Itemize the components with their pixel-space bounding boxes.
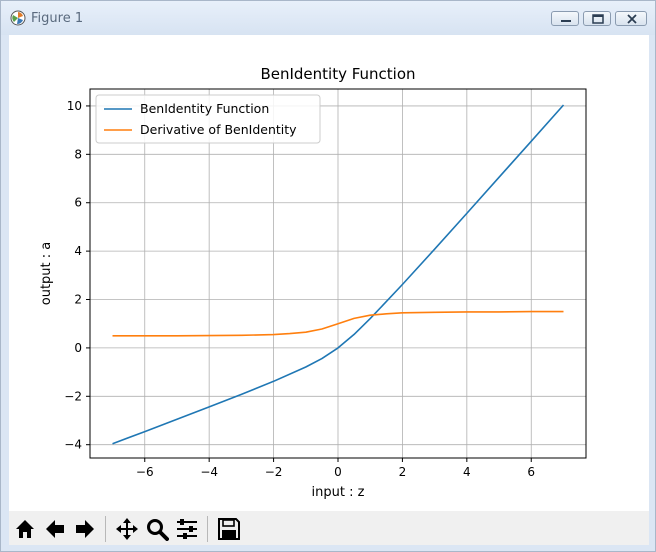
maximize-icon	[592, 14, 604, 24]
maximize-button[interactable]	[583, 11, 611, 26]
x-tick-label: −4	[200, 465, 218, 479]
series-line	[112, 104, 565, 445]
legend-label: BenIdentity Function	[140, 101, 269, 116]
navigation-toolbar	[9, 511, 649, 545]
grid	[90, 89, 586, 458]
legend: BenIdentity Function Derivative of BenIde…	[95, 94, 321, 144]
back-button[interactable]	[41, 515, 69, 543]
matplotlib-icon	[10, 10, 26, 26]
pan-button[interactable]	[113, 515, 141, 543]
y-tick-label: 0	[74, 341, 82, 355]
y-axis-label: output : a	[39, 242, 54, 306]
title-bar[interactable]: Figure 1	[1, 1, 655, 35]
x-tick-label: 6	[527, 465, 535, 479]
home-icon	[16, 520, 34, 538]
forward-arrow-icon	[76, 520, 94, 538]
toolbar-separator	[207, 516, 208, 542]
zoom-button[interactable]	[143, 515, 171, 543]
minimize-button[interactable]	[551, 11, 579, 26]
y-tick-label: −2	[64, 389, 82, 403]
x-axis-label: input : z	[312, 485, 365, 500]
configure-subplots-button[interactable]	[173, 515, 201, 543]
series-line	[112, 310, 564, 337]
ticks: −6 −4 −2 0 2 4 6 −4 −2 0 2 4 6 8 10	[64, 99, 535, 479]
y-tick-label: 8	[74, 147, 82, 161]
pan-icon	[116, 518, 138, 540]
x-tick-label: 0	[334, 465, 342, 479]
chart: −6 −4 −2 0 2 4 6 −4 −2 0 2 4 6 8 10 BenIdentity Functi…	[39, 65, 587, 500]
plot-lines	[112, 104, 565, 445]
legend-label: Derivative of BenIdentity	[140, 122, 297, 137]
close-button[interactable]	[615, 11, 647, 26]
close-icon	[627, 14, 637, 24]
minimize-icon	[561, 20, 571, 22]
y-tick-label: −4	[64, 438, 82, 452]
save-button[interactable]	[215, 515, 243, 543]
forward-button[interactable]	[71, 515, 99, 543]
save-icon	[218, 518, 240, 540]
legend-box	[95, 94, 321, 144]
configure-subplots-icon	[177, 519, 197, 539]
window-title: Figure 1	[31, 11, 84, 26]
x-tick-label: 4	[463, 465, 471, 479]
y-tick-label: 6	[74, 196, 82, 210]
chart-title: BenIdentity Function	[260, 65, 415, 83]
x-tick-label: −2	[265, 465, 283, 479]
back-arrow-icon	[46, 520, 64, 538]
home-button[interactable]	[11, 515, 39, 543]
y-tick-label: 2	[74, 293, 82, 307]
toolbar-separator	[105, 516, 106, 542]
y-tick-label: 4	[74, 244, 82, 258]
y-tick-label: 10	[67, 99, 82, 113]
zoom-icon	[147, 519, 169, 541]
figure-canvas[interactable]: −6 −4 −2 0 2 4 6 −4 −2 0 2 4 6 8 10 BenIdentity Functi…	[9, 35, 649, 511]
x-tick-label: 2	[399, 465, 407, 479]
x-tick-label: −6	[136, 465, 154, 479]
